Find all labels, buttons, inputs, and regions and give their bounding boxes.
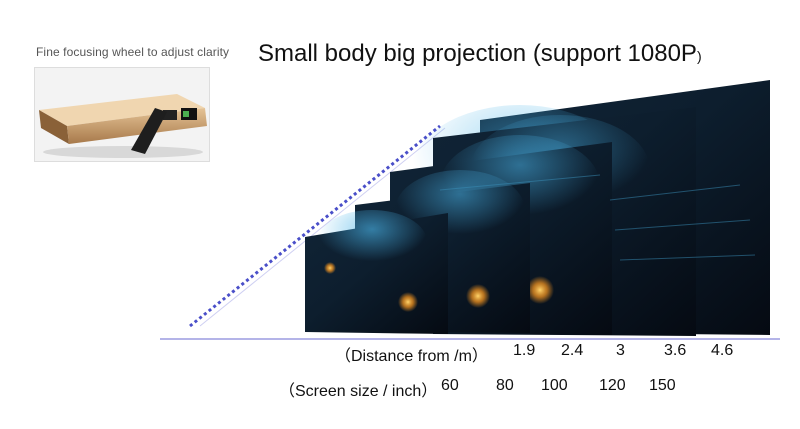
circuit-traces — [439, 174, 756, 261]
size-value: 80 — [496, 377, 514, 394]
title-tail: ) — [696, 48, 702, 64]
distance-value: 4.6 — [711, 342, 734, 359]
distance-value: 3 — [616, 342, 625, 359]
screen-60 — [305, 210, 448, 334]
size-value: 120 — [599, 377, 626, 394]
distance-label: （Distance from /m） — [335, 348, 488, 365]
size-row: （Screen size / inch） 60 80 100 120 150 — [0, 377, 800, 400]
size-value: 150 — [649, 377, 676, 394]
beam-line-faint — [199, 127, 446, 327]
projector-icon — [39, 94, 207, 158]
beam-line — [189, 124, 441, 328]
page-title: Small body big projection (support 1080P… — [258, 40, 702, 68]
size-label: （Screen size / inch） — [279, 383, 438, 400]
size-value: 100 — [541, 377, 568, 394]
distance-value: 2.4 — [561, 342, 584, 359]
distance-value: 1.9 — [513, 342, 536, 359]
caption: Fine focusing wheel to adjust clarity — [36, 45, 230, 59]
title-text: Small body big projection (support 1080P — [258, 40, 697, 67]
projector-thumbnail — [34, 67, 210, 162]
distance-row: （Distance from /m） 1.9 2.4 3 3.6 4.6 — [0, 342, 800, 365]
distance-value: 3.6 — [664, 342, 687, 359]
size-value: 60 — [441, 377, 459, 394]
